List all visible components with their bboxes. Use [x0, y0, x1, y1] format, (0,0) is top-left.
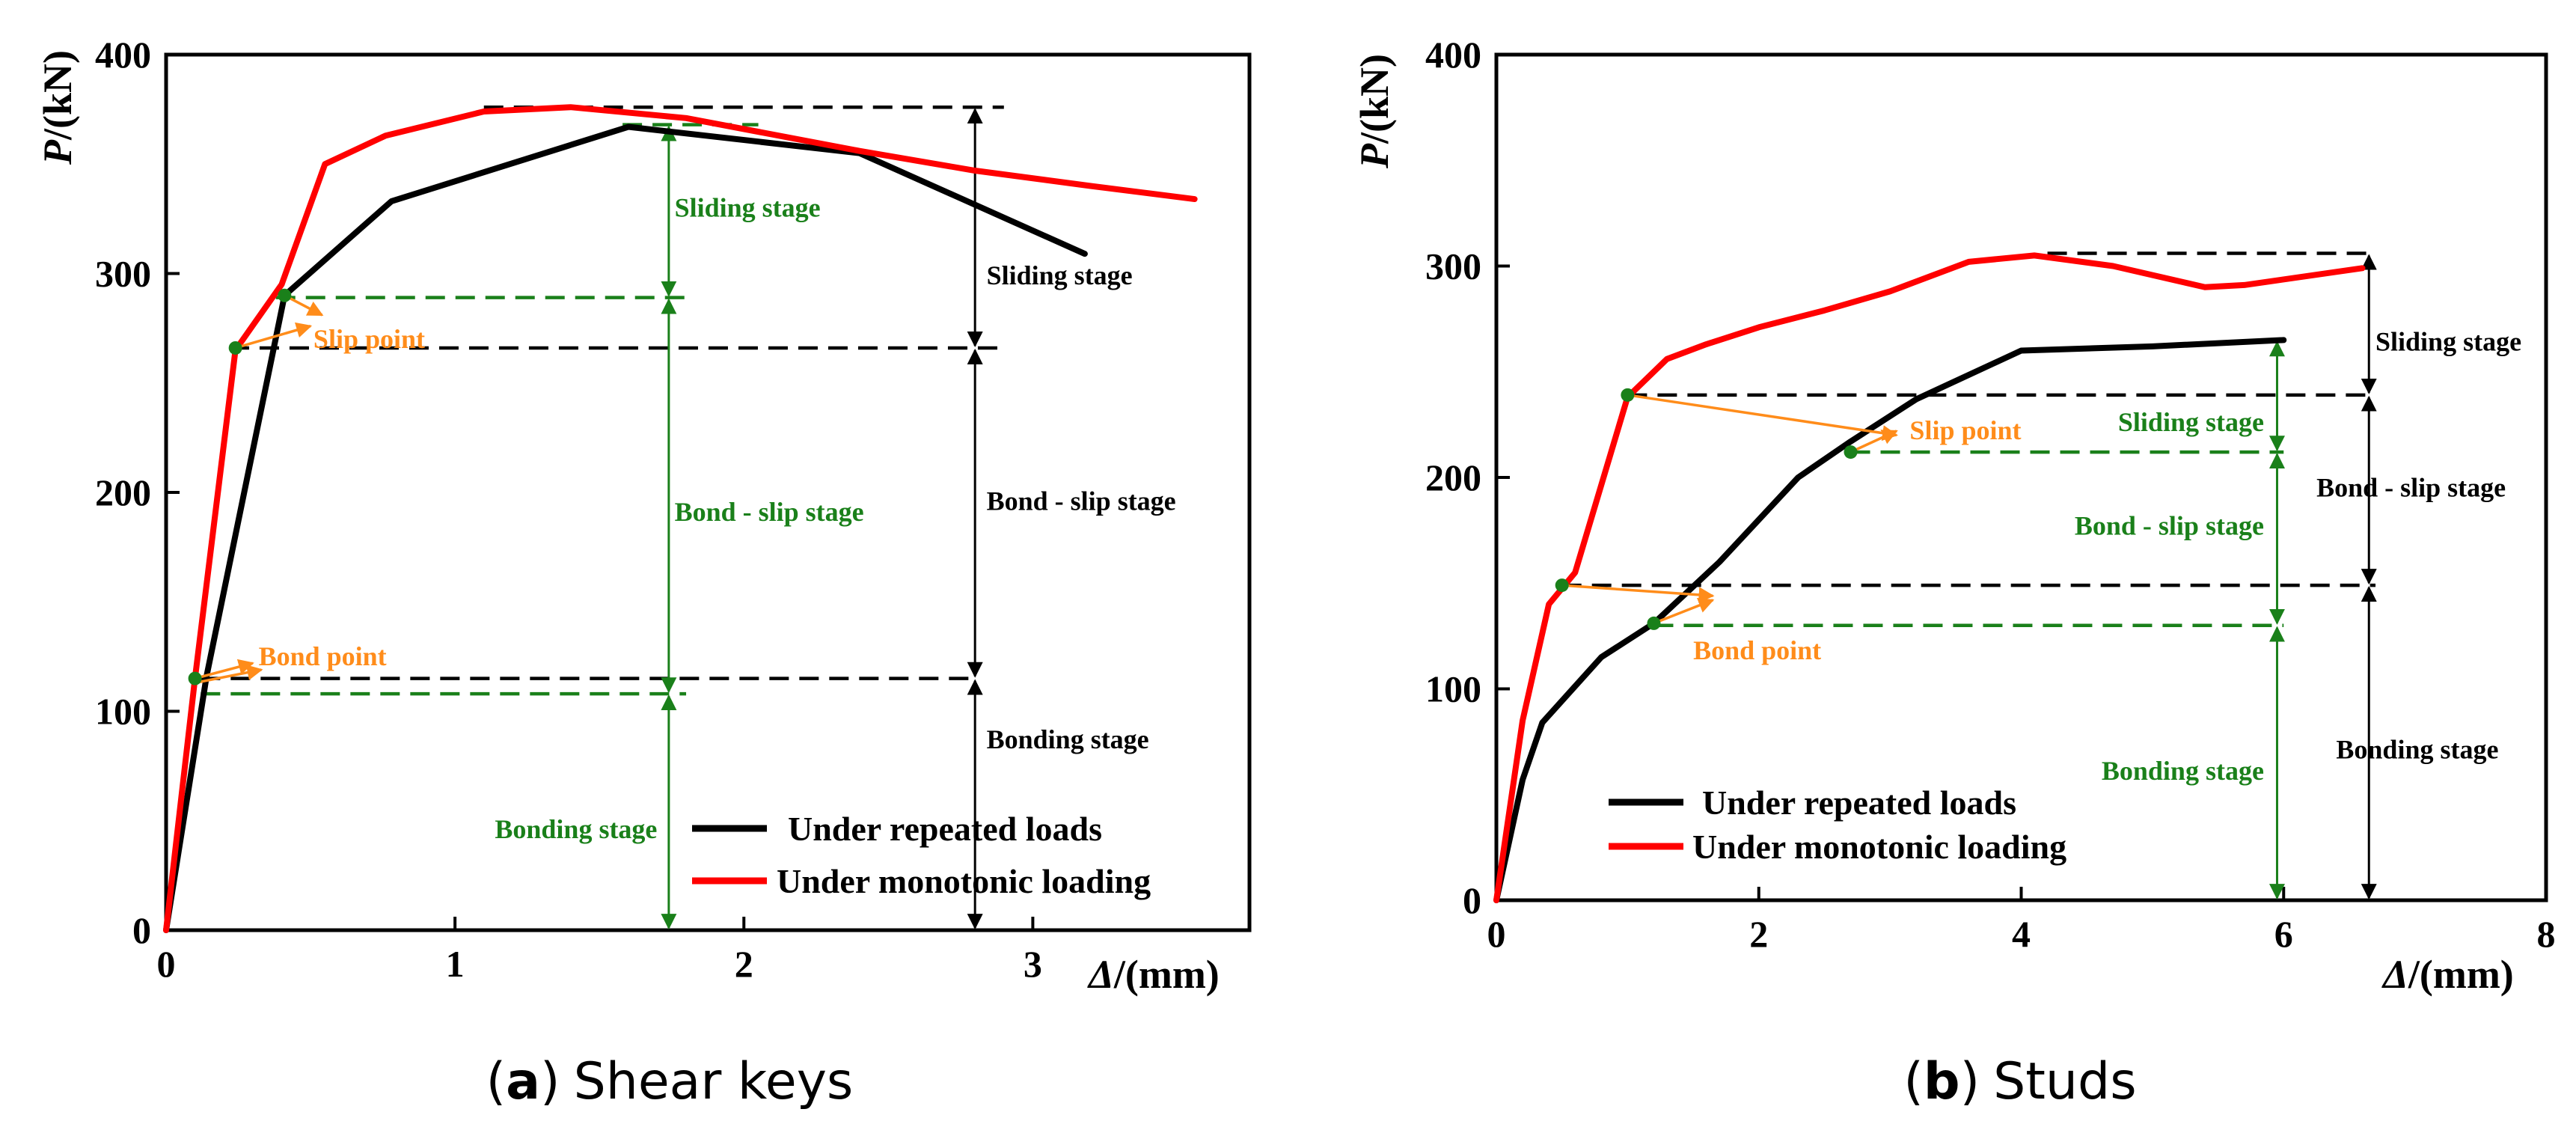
- stage-annotation: Bonding stage: [2336, 735, 2498, 765]
- stage-annotation: Sliding stage: [2118, 407, 2264, 437]
- chart-marks: 0 2 4 6 8 0 100 200 300 400 Slip point Bond point Sl…: [1425, 34, 2556, 955]
- stage-annotation: Bond - slip stage: [987, 486, 1176, 516]
- x-axis-title: Δ/(mm): [1087, 952, 1220, 997]
- stage-annotation: Sliding stage: [2375, 327, 2521, 357]
- y-tick-label: 200: [1425, 456, 1481, 498]
- caption-paren-close: ): [540, 1052, 560, 1111]
- stage-annotation: Bond point: [1693, 635, 1821, 665]
- characteristic-point: [1647, 616, 1661, 630]
- y-tick-label: 0: [132, 909, 151, 951]
- x-tick-label: 0: [1487, 913, 1506, 955]
- pointer-arrow: [1627, 394, 1898, 442]
- caption-paren-open: (: [1903, 1052, 1924, 1111]
- y-axis-title-unit: /(kN): [1352, 54, 1397, 144]
- legend: Under repeated loads Under monotonic loa…: [692, 810, 1151, 900]
- y-tick-label: 300: [95, 253, 151, 295]
- y-tick-label: 400: [1425, 34, 1481, 76]
- x-axis-title-symbol: Δ: [2381, 952, 2408, 997]
- characteristic-point: [1844, 445, 1858, 459]
- x-tick-label: 2: [735, 943, 753, 985]
- chart-panel-studs: 0 2 4 6 8 0 100 200 300 400 Slip point Bond point Sl…: [1352, 34, 2556, 1111]
- x-tick-label: 2: [1749, 913, 1768, 955]
- y-tick-label: 0: [1463, 879, 1481, 921]
- legend: Under repeated loads Under monotonic loa…: [1609, 784, 2066, 866]
- caption-text: Studs: [1993, 1052, 2137, 1111]
- characteristic-point: [278, 288, 292, 302]
- y-tick-label: 100: [1425, 668, 1481, 710]
- stage-annotation: Bond - slip stage: [2316, 472, 2506, 502]
- caption-studs: (b) Studs: [1903, 1052, 2136, 1111]
- series-line-repeated: [1493, 337, 2287, 903]
- caption-letter: a: [506, 1052, 540, 1111]
- stage-annotation: Slip point: [1909, 415, 2021, 445]
- pointer-arrow: [1850, 430, 1898, 453]
- chart-marks: 0 1 2 3 0 100 200 300 400 Slip point Bond point Sli…: [95, 34, 1198, 985]
- pointer-arrow: [284, 294, 324, 317]
- stage-annotation: Bonding stage: [495, 814, 657, 844]
- x-tick-label: 3: [1024, 943, 1042, 985]
- y-tick-label: 300: [1425, 245, 1481, 287]
- y-axis-title-symbol: P: [35, 139, 80, 165]
- y-tick-label: 100: [95, 691, 151, 733]
- legend-label-monotonic: Under monotonic loading: [1692, 828, 2066, 866]
- pointer-arrow: [1653, 598, 1715, 625]
- y-axis-title: P/(kN): [35, 50, 80, 165]
- x-axis-title-symbol: Δ: [1087, 952, 1114, 997]
- y-axis-title: P/(kN): [1352, 54, 1397, 169]
- x-tick-label: 4: [2012, 913, 2031, 955]
- pointer-arrow: [1561, 584, 1715, 603]
- y-axis-title-unit: /(kN): [35, 50, 80, 141]
- x-tick-label: 0: [157, 943, 176, 985]
- caption-text: Shear keys: [574, 1052, 854, 1111]
- caption-letter: b: [1924, 1052, 1960, 1111]
- x-tick-label: 6: [2274, 913, 2293, 955]
- characteristic-point: [228, 340, 242, 355]
- x-tick-label: 1: [446, 943, 465, 985]
- legend-label-repeated: Under repeated loads: [1702, 784, 2016, 822]
- stage-annotation: Bonding stage: [987, 724, 1149, 754]
- characteristic-point: [1555, 578, 1569, 593]
- caption-paren-open: (: [486, 1052, 507, 1111]
- stage-annotation: Bonding stage: [2102, 756, 2264, 786]
- y-tick-label: 400: [95, 34, 151, 76]
- stage-annotation: Sliding stage: [675, 192, 821, 222]
- x-tick-label: 8: [2537, 913, 2556, 955]
- pointer-arrow: [195, 665, 263, 685]
- stage-annotation: Bond - slip stage: [675, 497, 864, 527]
- caption-shear-keys: (a) Shear keys: [486, 1052, 854, 1111]
- stage-annotation: Slip point: [313, 324, 425, 354]
- x-axis-title-unit: /(mm): [2408, 952, 2514, 997]
- x-axis-title-unit: /(mm): [1113, 952, 1220, 997]
- characteristic-point: [1621, 388, 1635, 402]
- characteristic-point: [188, 671, 202, 685]
- legend-label-monotonic: Under monotonic loading: [777, 862, 1151, 900]
- stage-annotation: Sliding stage: [987, 260, 1133, 290]
- stage-annotation: Bond - slip stage: [2075, 510, 2264, 540]
- pointer-arrow: [195, 659, 254, 680]
- pointer-arrow: [235, 322, 313, 349]
- y-axis-title-symbol: P: [1352, 143, 1397, 169]
- y-tick-label: 200: [95, 471, 151, 513]
- legend-label-repeated: Under repeated loads: [788, 810, 1102, 848]
- caption-paren-close: ): [1960, 1052, 1980, 1111]
- x-axis-title: Δ/(mm): [2381, 952, 2514, 997]
- chart-panel-shear-keys: 0 1 2 3 0 100 200 300 400 Slip point Bond point Sli…: [35, 34, 1252, 1111]
- stage-annotation: Bond point: [259, 641, 387, 671]
